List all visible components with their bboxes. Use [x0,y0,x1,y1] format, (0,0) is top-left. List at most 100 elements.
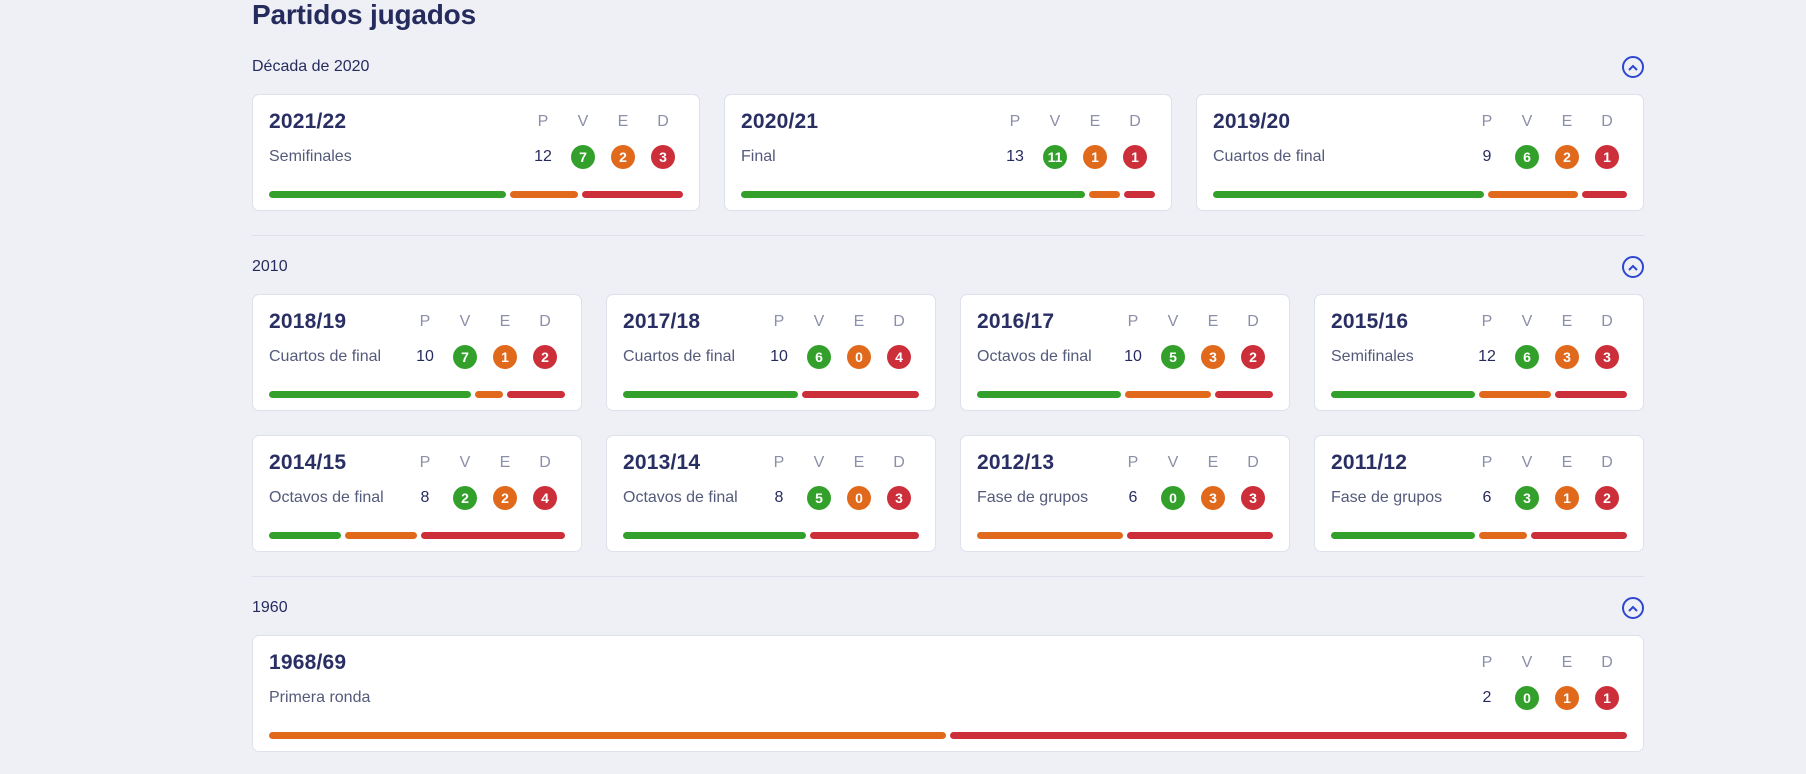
stat-header-v: V [1049,113,1061,130]
collapse-toggle-button[interactable] [1622,56,1644,78]
draws-segment [1125,391,1212,398]
wins-badge-cell: 6 [799,345,839,369]
stage-label: Cuartos de final [1213,148,1326,165]
wins-badge-cell: 7 [445,345,485,369]
stat-header-p: P [1481,454,1493,471]
losses-badge-cell: 3 [1587,345,1627,369]
draws-badge-cell: 0 [839,345,879,369]
losses-badge-cell: 4 [525,486,565,510]
losses-segment [1581,191,1627,198]
losses-segment [802,391,919,398]
wins-badge: 3 [1515,486,1539,510]
season-card[interactable]: 2015/16 P V E D Semifinales 12 6 3 3 [1314,294,1644,411]
stat-header-e: E [853,313,865,330]
season-card[interactable]: 2014/15 P V E D Octavos de final 8 2 2 4 [252,435,582,552]
wins-badge: 7 [571,145,595,169]
stat-values: 10 5 3 2 [1113,345,1273,369]
season-card[interactable]: 2016/17 P V E D Octavos de final 10 5 3 2 [960,294,1290,411]
results-bar [269,532,565,539]
season-card-stats: Primera ronda 2 0 1 1 [269,680,1627,716]
wins-segment [623,532,806,539]
wins-segment [741,191,1085,198]
stat-values: 10 7 1 2 [405,345,565,369]
season-card-header: 2015/16 P V E D [1331,309,1627,335]
stat-header-e: E [1561,654,1573,671]
season-card-header: 2018/19 P V E D [269,309,565,335]
stat-header-d: D [1247,454,1259,471]
draws-badge-cell: 1 [485,345,525,369]
season-card-header: 2019/20 P V E D [1213,109,1627,135]
draws-badge: 1 [493,345,517,369]
season-card[interactable]: 2013/14 P V E D Octavos de final 8 5 0 3 [606,435,936,552]
stat-header-d: D [539,313,551,330]
stat-header-p: P [1009,113,1021,130]
losses-segment [809,532,919,539]
losses-segment [507,391,565,398]
draws-badge-cell: 2 [485,486,525,510]
wins-badge: 0 [1515,686,1539,710]
stat-values: 10 6 0 4 [759,345,919,369]
stat-header-p: P [773,313,785,330]
stat-header-e: E [1561,113,1573,130]
played-count: 10 [1124,348,1142,365]
losses-segment [1555,391,1627,398]
results-bar [1331,391,1627,398]
stat-header-v: V [1521,313,1533,330]
draws-badge: 0 [847,486,871,510]
draws-badge-cell: 2 [1547,145,1587,169]
played-count: 12 [1478,348,1496,365]
season-card[interactable]: 2019/20 P V E D Cuartos de final 9 6 2 1 [1196,94,1644,211]
season-card[interactable]: 2017/18 P V E D Cuartos de final 10 6 0 4 [606,294,936,411]
season-card-header: 2014/15 P V E D [269,450,565,476]
stat-header-e: E [499,454,511,471]
stat-header-p: P [419,454,431,471]
wins-badge: 6 [807,345,831,369]
stage-label: Octavos de final [623,489,738,506]
stat-header-d: D [893,313,905,330]
wins-segment [977,391,1121,398]
results-bar [269,391,565,398]
losses-badge: 2 [1241,345,1265,369]
wins-badge-cell: 5 [799,486,839,510]
collapse-toggle-button[interactable] [1622,597,1644,619]
draws-badge: 2 [611,145,635,169]
decade-section: 1960 1968/69 P V E D Primera ronda 2 0 1 1 [252,577,1644,752]
stat-header-p: P [1481,313,1493,330]
stat-header-d: D [657,113,669,130]
stat-header-d: D [1601,654,1613,671]
stat-header-e: E [1207,454,1219,471]
chevron-up-icon [1628,605,1638,612]
stat-header-e: E [1089,113,1101,130]
stage-label: Octavos de final [269,489,384,506]
season-card[interactable]: 2020/21 P V E D Final 13 11 1 1 [724,94,1172,211]
season-label: 2021/22 [269,110,347,133]
season-label: 2016/17 [977,310,1055,333]
draws-badge: 0 [847,345,871,369]
draws-badge-cell: 1 [1547,686,1587,710]
wins-badge-cell: 6 [1507,345,1547,369]
season-card-header: 2016/17 P V E D [977,309,1273,335]
season-card[interactable]: 2012/13 P V E D Fase de grupos 6 0 3 3 [960,435,1290,552]
draws-badge: 1 [1555,686,1579,710]
losses-badge-cell: 3 [879,486,919,510]
season-card[interactable]: 2021/22 P V E D Semifinales 12 7 2 3 [252,94,700,211]
wins-badge-cell: 2 [445,486,485,510]
stat-header-d: D [539,454,551,471]
stat-header-d: D [1601,313,1613,330]
collapse-toggle-button[interactable] [1622,256,1644,278]
draws-badge: 3 [1201,486,1225,510]
season-card[interactable]: 2018/19 P V E D Cuartos de final 10 7 1 2 [252,294,582,411]
wins-segment [269,532,341,539]
season-card[interactable]: 2011/12 P V E D Fase de grupos 6 3 1 2 [1314,435,1644,552]
stat-header-v: V [459,454,471,471]
draws-badge: 3 [1555,345,1579,369]
results-bar [1213,191,1627,198]
wins-badge-cell: 7 [563,145,603,169]
season-card[interactable]: 1968/69 P V E D Primera ronda 2 0 1 1 [252,635,1644,752]
season-card-header: 2021/22 P V E D [269,109,683,135]
